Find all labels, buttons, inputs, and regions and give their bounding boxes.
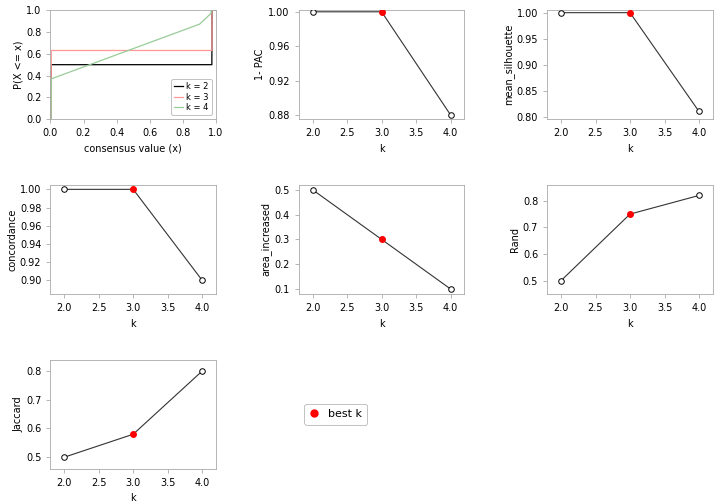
X-axis label: k: k [627,319,633,329]
Y-axis label: mean_silhouette: mean_silhouette [503,24,514,105]
Y-axis label: 1- PAC: 1- PAC [256,49,266,80]
Y-axis label: Rand: Rand [510,227,520,252]
X-axis label: k: k [627,144,633,154]
Y-axis label: Jaccard: Jaccard [13,396,23,432]
X-axis label: k: k [379,319,384,329]
Y-axis label: concordance: concordance [7,208,17,271]
X-axis label: k: k [130,319,136,329]
Legend: k = 2, k = 3, k = 4: k = 2, k = 3, k = 4 [171,79,212,115]
Y-axis label: P(X <= x): P(X <= x) [13,40,23,89]
X-axis label: consensus value (x): consensus value (x) [84,144,182,154]
Y-axis label: area_increased: area_increased [261,203,271,276]
Legend: best k: best k [305,404,367,425]
X-axis label: k: k [130,493,136,503]
X-axis label: k: k [379,144,384,154]
